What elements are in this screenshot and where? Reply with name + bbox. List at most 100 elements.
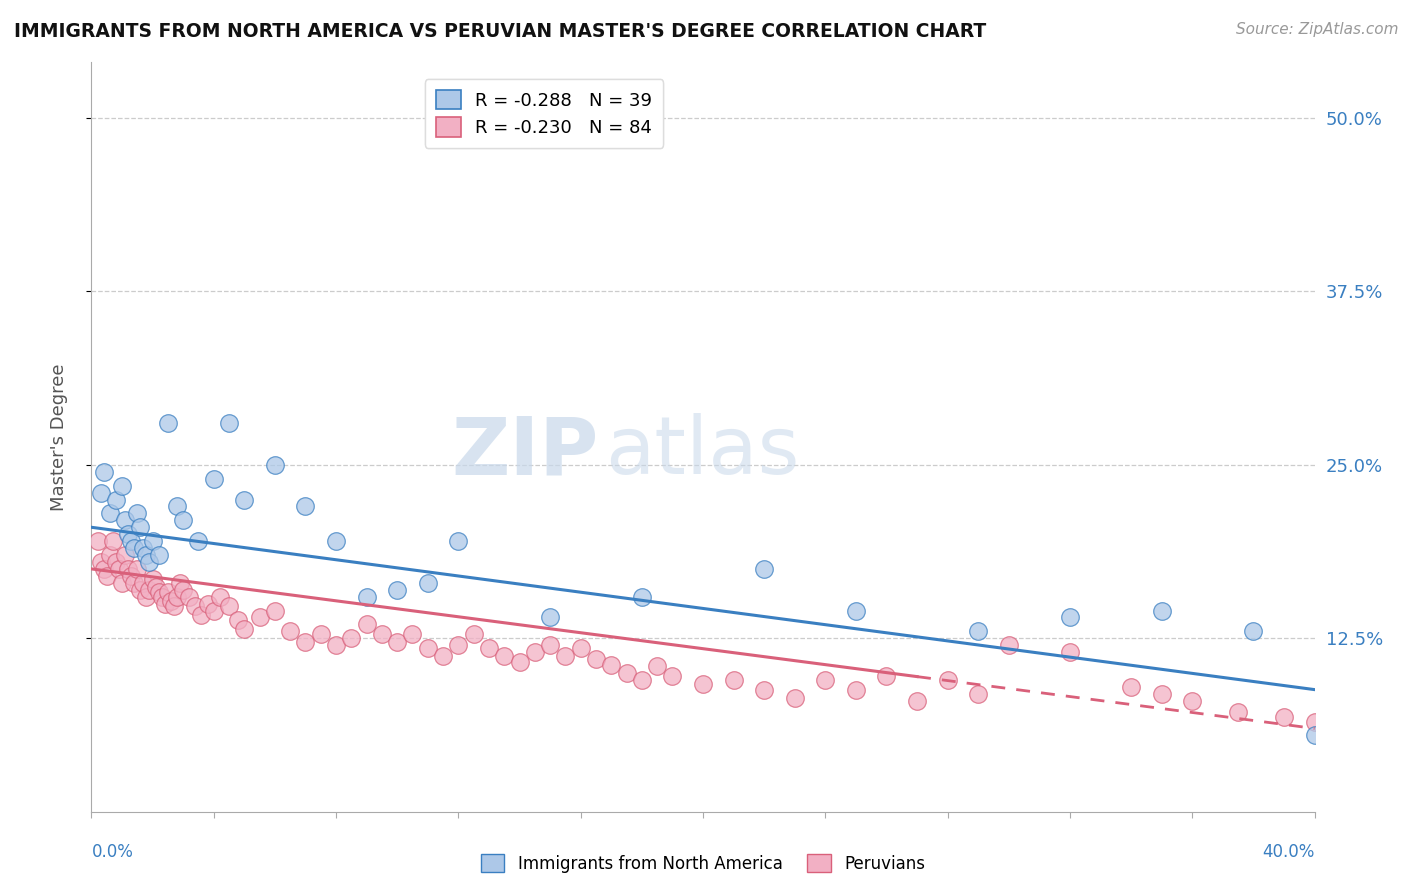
Point: [631, 590, 654, 604]
Text: IMMIGRANTS FROM NORTH AMERICA VS PERUVIAN MASTER'S DEGREE CORRELATION CHART: IMMIGRANTS FROM NORTH AMERICA VS PERUVIA…: [14, 22, 987, 41]
Point: [117, 527, 139, 541]
Point: [294, 500, 316, 514]
Point: [432, 649, 454, 664]
Point: [340, 632, 363, 646]
Point: [166, 500, 188, 514]
Point: [169, 575, 191, 590]
Text: 40.0%: 40.0%: [1263, 843, 1315, 861]
Point: [187, 534, 209, 549]
Point: [600, 657, 623, 672]
Point: [1150, 603, 1173, 617]
Point: [148, 585, 170, 599]
Point: [233, 492, 256, 507]
Text: atlas: atlas: [605, 413, 800, 491]
Legend: Immigrants from North America, Peruvians: Immigrants from North America, Peruvians: [474, 847, 932, 880]
Point: [447, 638, 470, 652]
Point: [1181, 694, 1204, 708]
Point: [325, 638, 347, 652]
Point: [1243, 624, 1265, 639]
Point: [294, 635, 316, 649]
Point: [120, 569, 142, 583]
Point: [93, 562, 115, 576]
Point: [936, 673, 959, 687]
Point: [117, 562, 139, 576]
Point: [202, 603, 225, 617]
Point: [132, 541, 155, 555]
Point: [416, 575, 439, 590]
Point: [692, 677, 714, 691]
Point: [150, 590, 173, 604]
Point: [172, 582, 194, 597]
Point: [90, 555, 112, 569]
Point: [153, 597, 176, 611]
Point: [148, 548, 170, 562]
Point: [226, 613, 249, 627]
Point: [538, 638, 561, 652]
Point: [538, 610, 561, 624]
Point: [569, 640, 592, 655]
Point: [111, 478, 134, 492]
Text: 0.0%: 0.0%: [91, 843, 134, 861]
Point: [754, 562, 776, 576]
Point: [145, 580, 167, 594]
Point: [1059, 645, 1081, 659]
Point: [554, 649, 576, 664]
Point: [967, 624, 990, 639]
Point: [309, 627, 332, 641]
Point: [127, 562, 149, 576]
Point: [661, 669, 683, 683]
Point: [135, 590, 157, 604]
Point: [1303, 728, 1326, 742]
Point: [233, 622, 256, 636]
Point: [114, 513, 136, 527]
Point: [585, 652, 607, 666]
Point: [523, 645, 546, 659]
Point: [631, 673, 654, 687]
Point: [616, 665, 638, 680]
Point: [141, 572, 163, 586]
Point: [90, 485, 112, 500]
Point: [135, 548, 157, 562]
Point: [111, 575, 134, 590]
Point: [264, 603, 287, 617]
Point: [967, 687, 990, 701]
Point: [356, 617, 378, 632]
Point: [218, 416, 240, 430]
Text: Source: ZipAtlas.com: Source: ZipAtlas.com: [1236, 22, 1399, 37]
Point: [190, 607, 212, 622]
Point: [179, 590, 201, 604]
Point: [278, 624, 301, 639]
Point: [138, 582, 160, 597]
Point: [478, 640, 501, 655]
Point: [104, 555, 127, 569]
Point: [998, 638, 1021, 652]
Point: [509, 655, 531, 669]
Point: [96, 569, 118, 583]
Point: [114, 548, 136, 562]
Point: [1121, 680, 1143, 694]
Point: [723, 673, 745, 687]
Point: [494, 649, 516, 664]
Point: [1059, 610, 1081, 624]
Point: [208, 590, 231, 604]
Point: [1303, 714, 1326, 729]
Point: [905, 694, 928, 708]
Point: [754, 682, 776, 697]
Point: [166, 590, 188, 604]
Point: [875, 669, 898, 683]
Point: [1227, 705, 1250, 719]
Point: [129, 520, 152, 534]
Text: ZIP: ZIP: [451, 413, 599, 491]
Point: [120, 534, 142, 549]
Point: [98, 548, 121, 562]
Point: [814, 673, 837, 687]
Point: [132, 575, 155, 590]
Point: [101, 534, 124, 549]
Point: [385, 635, 409, 649]
Point: [202, 472, 225, 486]
Point: [172, 513, 194, 527]
Point: [104, 492, 127, 507]
Point: [783, 690, 806, 705]
Point: [845, 682, 868, 697]
Point: [127, 507, 149, 521]
